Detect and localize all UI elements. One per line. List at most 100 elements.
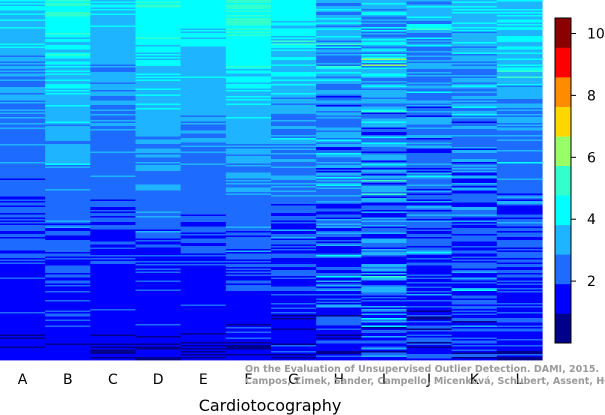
heatmap-cell-E	[180, 165, 227, 167]
heatmap-cell-C	[90, 255, 137, 257]
heatmap-cell-D	[135, 106, 182, 109]
heatmap-cell-C	[90, 348, 137, 350]
heatmap-cell-I	[361, 321, 408, 323]
heatmap-cell-H	[316, 247, 362, 250]
heatmap-cell-K	[451, 16, 498, 19]
heatmap-cell-F	[225, 94, 272, 97]
heatmap-cell-L	[496, 93, 543, 95]
heatmap-cell-B	[45, 327, 91, 329]
heatmap-cell-E	[180, 261, 227, 263]
heatmap-cell-I	[361, 25, 408, 28]
heatmap-cell-H	[316, 145, 362, 148]
heatmap-cell-B	[45, 220, 91, 223]
heatmap-cell-F	[225, 163, 272, 166]
heatmap-cell-L	[496, 321, 543, 323]
heatmap-cell-A	[0, 42, 46, 44]
heatmap-cell-D	[135, 111, 182, 113]
heatmap-cell-B	[45, 165, 91, 167]
heatmap-cell-K	[451, 294, 498, 296]
heatmap-cell-C	[90, 237, 137, 239]
heatmap-cell-L	[496, 243, 543, 245]
heatmap-cell-D	[135, 114, 182, 116]
heatmap-cell-L	[496, 297, 543, 299]
heatmap-cell-C	[90, 163, 137, 166]
heatmap-cell-G	[271, 15, 317, 17]
heatmap-cell-C	[90, 90, 137, 92]
heatmap-cell-C	[90, 244, 137, 247]
heatmap-cell-H	[316, 271, 362, 274]
heatmap-cell-C	[90, 202, 137, 205]
heatmap-cell-L	[496, 168, 543, 170]
heatmap-cell-G	[271, 220, 317, 223]
heatmap-cell-B	[45, 21, 91, 23]
heatmap-cell-F	[225, 198, 272, 200]
heatmap-cell-C	[90, 30, 137, 32]
heatmap-cell-H	[316, 318, 362, 320]
heatmap-cell-J	[406, 357, 453, 359]
heatmap-cell-G	[271, 70, 317, 73]
heatmap-cell-E	[180, 138, 227, 140]
heatmap-cell-L	[496, 112, 543, 115]
heatmap-cell-C	[90, 67, 137, 70]
heatmap-cell-K	[451, 133, 498, 136]
heatmap-cell-F	[225, 148, 272, 151]
heatmap-cell-C	[90, 225, 137, 227]
heatmap-cell-L	[496, 345, 543, 347]
heatmap-cell-K	[451, 25, 498, 28]
heatmap-cell-D	[135, 304, 182, 307]
heatmap-cell-H	[316, 46, 362, 49]
heatmap-cell-L	[496, 343, 543, 346]
heatmap-cell-L	[496, 277, 543, 280]
heatmap-cell-H	[316, 51, 362, 53]
heatmap-cell-I	[361, 355, 408, 358]
heatmap-cell-B	[45, 276, 91, 278]
heatmap-cell-I	[361, 123, 408, 125]
heatmap-cell-E	[180, 190, 227, 193]
heatmap-cell-F	[225, 87, 272, 89]
heatmap-cell-K	[451, 280, 498, 283]
heatmap-cell-H	[316, 324, 362, 326]
heatmap-cell-E	[180, 337, 227, 340]
heatmap-cell-B	[45, 99, 91, 101]
heatmap-cell-A	[0, 114, 46, 116]
heatmap-cell-C	[90, 312, 137, 314]
heatmap-cell-G	[271, 18, 317, 20]
heatmap-cell-L	[496, 160, 543, 163]
heatmap-cell-K	[451, 295, 498, 298]
heatmap-cell-E	[180, 85, 227, 88]
heatmap-cell-K	[451, 46, 498, 49]
heatmap-cell-H	[316, 87, 362, 89]
heatmap-cell-J	[406, 294, 453, 296]
heatmap-cell-K	[451, 72, 498, 74]
heatmap-cell-L	[496, 198, 543, 200]
heatmap-cell-J	[406, 195, 453, 197]
heatmap-cell-C	[90, 22, 137, 25]
heatmap-cell-E	[180, 64, 227, 67]
heatmap-cell-K	[451, 327, 498, 329]
heatmap-cell-K	[451, 58, 498, 61]
heatmap-cell-E	[180, 231, 227, 233]
heatmap-cell-K	[451, 135, 498, 137]
heatmap-cell-G	[271, 55, 317, 58]
heatmap-cell-E	[180, 178, 227, 181]
heatmap-cell-I	[361, 96, 408, 98]
heatmap-cell-J	[406, 232, 453, 235]
heatmap-cell-G	[271, 76, 317, 79]
heatmap-cell-H	[316, 289, 362, 292]
heatmap-cell-A	[0, 258, 46, 260]
heatmap-cell-L	[496, 351, 543, 353]
heatmap-cell-F	[225, 171, 272, 173]
heatmap-cell-I	[361, 195, 408, 197]
heatmap-cell-D	[135, 297, 182, 299]
heatmap-cell-H	[316, 235, 362, 238]
heatmap-cell-C	[90, 115, 137, 118]
heatmap-cell-D	[135, 69, 182, 71]
heatmap-cell-C	[90, 195, 137, 197]
heatmap-cell-J	[406, 9, 453, 11]
heatmap-cell-G	[271, 192, 317, 194]
heatmap-cell-G	[271, 64, 317, 67]
heatmap-cell-F	[225, 258, 272, 260]
heatmap-cell-H	[316, 291, 362, 293]
heatmap-cell-G	[271, 67, 317, 70]
heatmap-cell-L	[496, 102, 543, 104]
